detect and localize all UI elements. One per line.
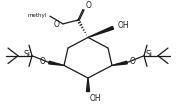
Text: O: O [54, 20, 60, 29]
Text: Si: Si [23, 50, 30, 59]
Polygon shape [112, 61, 127, 65]
Text: methyl: methyl [28, 13, 47, 18]
Text: O: O [40, 57, 46, 66]
Polygon shape [49, 61, 64, 65]
Polygon shape [86, 78, 90, 91]
Text: OH: OH [90, 94, 102, 103]
Text: O: O [130, 57, 136, 66]
Text: O: O [86, 1, 92, 10]
Text: OH: OH [118, 21, 130, 30]
Polygon shape [88, 26, 114, 37]
Text: Si: Si [146, 50, 153, 59]
